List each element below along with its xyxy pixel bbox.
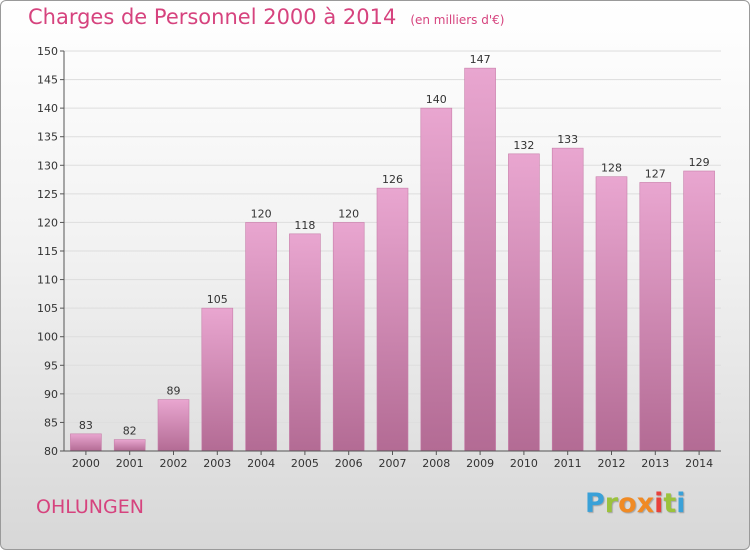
logo-letter: x — [636, 488, 655, 519]
data-label: 128 — [601, 162, 622, 175]
y-tick-label: 135 — [37, 131, 58, 144]
x-tick-label: 2009 — [466, 457, 494, 470]
bar — [289, 233, 321, 452]
commune-name: OHLUNGEN — [36, 496, 144, 518]
x-tick-label: 2003 — [203, 457, 231, 470]
y-tick-label: 130 — [37, 159, 58, 172]
chart-subtitle: (en milliers d'€) — [410, 13, 505, 27]
logo-letter: i — [676, 488, 686, 519]
y-tick-label: 105 — [37, 302, 58, 315]
x-tick-label: 2000 — [72, 457, 100, 470]
data-label: 132 — [513, 139, 534, 152]
x-tick-label: 2002 — [160, 457, 188, 470]
x-tick-label: 2013 — [641, 457, 669, 470]
chart-title: Charges de Personnel 2000 à 2014 — [28, 5, 397, 29]
x-tick-label: 2007 — [379, 457, 407, 470]
y-tick-label: 100 — [37, 331, 58, 344]
data-label: 120 — [338, 207, 359, 220]
x-tick-label: 2008 — [422, 457, 450, 470]
x-tick-label: 2006 — [335, 457, 363, 470]
data-label: 140 — [426, 93, 447, 106]
bar — [157, 399, 190, 452]
y-tick-label: 140 — [37, 102, 58, 115]
y-tick-label: 90 — [44, 388, 58, 401]
logo-letter: r — [604, 488, 619, 519]
bar — [245, 222, 277, 452]
title-block: Charges de Personnel 2000 à 2014 (en mill… — [28, 5, 504, 29]
bar — [201, 307, 234, 452]
logo-letter: P — [585, 488, 605, 519]
bars-layer: 83 82 89 105 120 118 120 126 140 147 132 133 128 127 1… — [70, 53, 715, 452]
bar — [551, 147, 584, 452]
logo-letter: t — [663, 488, 677, 519]
data-label: 118 — [294, 219, 315, 232]
y-tick-label: 95 — [44, 359, 58, 372]
logo-letter: o — [618, 488, 637, 519]
data-label: 133 — [557, 133, 578, 146]
bar — [639, 182, 672, 452]
data-label: 127 — [645, 167, 666, 180]
x-tick-label: 2012 — [598, 457, 626, 470]
data-label: 89 — [167, 385, 181, 398]
bar — [508, 153, 540, 452]
x-tick-label: 2014 — [685, 457, 713, 470]
bar — [113, 439, 146, 452]
data-label: 105 — [207, 293, 228, 306]
data-label: 120 — [251, 207, 272, 220]
data-label: 147 — [470, 53, 491, 66]
y-tick-label: 145 — [37, 74, 58, 87]
y-tick-label: 115 — [37, 245, 58, 258]
data-label: 82 — [123, 425, 137, 438]
bar — [420, 107, 453, 452]
logo-letter: i — [654, 488, 664, 519]
x-tick-label: 2005 — [291, 457, 319, 470]
data-label: 126 — [382, 173, 403, 186]
bar — [332, 222, 365, 452]
bar — [70, 433, 102, 452]
bar — [683, 170, 715, 452]
y-tick-label: 125 — [37, 188, 58, 201]
x-tick-label: 2010 — [510, 457, 538, 470]
y-tick-label: 110 — [37, 274, 58, 287]
x-tick-label: 2011 — [554, 457, 582, 470]
y-tick-label: 120 — [37, 216, 58, 229]
x-tick-label: 2004 — [247, 457, 275, 470]
y-tick-label: 80 — [44, 445, 58, 458]
proxiti-logo: Proxiti — [585, 488, 686, 519]
data-label: 83 — [79, 419, 93, 432]
y-tick-label: 150 — [37, 45, 58, 58]
bar — [376, 187, 409, 452]
data-label: 129 — [689, 156, 710, 169]
bar — [464, 67, 496, 452]
x-tick-label: 2001 — [116, 457, 144, 470]
axis-layer: 80 85 90 95 100 105 110 115 120 125 130 135 140 145 15… — [37, 45, 721, 470]
bar — [595, 176, 628, 452]
y-tick-label: 85 — [44, 416, 58, 429]
